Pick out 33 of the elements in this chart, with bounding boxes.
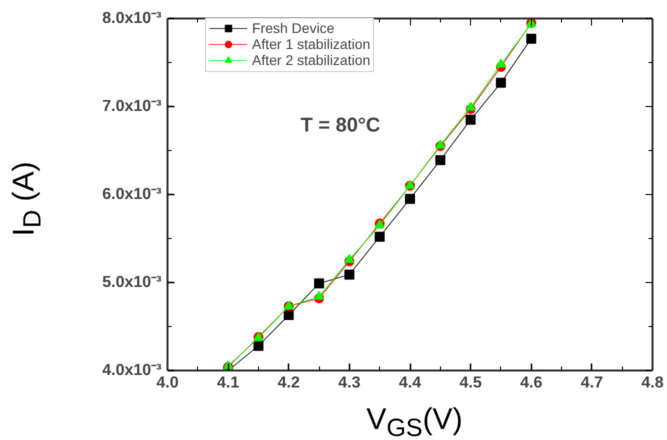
point: [466, 114, 476, 125]
point: [405, 194, 415, 204]
point: [526, 34, 536, 44]
x-tick-label: 4.7: [580, 374, 604, 392]
point: [344, 270, 354, 280]
y-tick-label: 5.0x10⁻³: [102, 274, 162, 291]
point: [253, 340, 264, 351]
x-tick-label: 4.5: [460, 374, 482, 392]
x-tick-label: 4.4: [398, 374, 422, 392]
annotation: T = 80°C: [300, 114, 380, 136]
x-tick-label: 4.8: [641, 374, 664, 392]
y-tick-label: 8.0x10⁻³: [102, 10, 162, 27]
point: [466, 102, 476, 110]
point: [496, 78, 506, 88]
x-tick-label: 4.0: [156, 374, 179, 392]
point: [496, 58, 506, 68]
point: [435, 155, 446, 166]
y-tick-label: 6.0x10⁻³: [102, 186, 162, 203]
y-tick-label: 7.0x10⁻³: [102, 98, 162, 115]
legend-label: After 1 stabilization: [252, 36, 370, 52]
point: [314, 290, 324, 300]
point: [374, 232, 385, 242]
legend-label: After 2 stabilization: [252, 52, 370, 68]
point: [344, 254, 354, 263]
x-axis-title: V$_{GS}$(V): [365, 403, 464, 440]
x-tick-label: 4.2: [278, 374, 300, 392]
point: [435, 140, 446, 148]
x-tick-label: 4.6: [520, 374, 542, 392]
legend-label: Fresh Device: [252, 20, 334, 36]
x-tick-label: 4.1: [217, 374, 240, 392]
x-tick-label: 4.3: [338, 374, 361, 392]
point: [314, 278, 324, 288]
point: [284, 310, 294, 320]
